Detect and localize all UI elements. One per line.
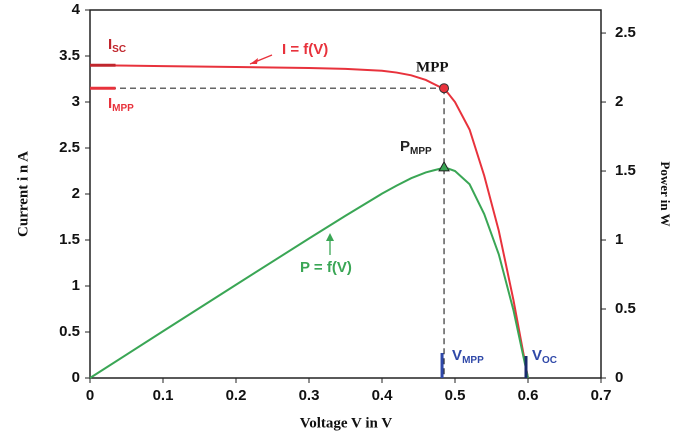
y2-tick-label: 0.5 — [615, 300, 636, 317]
y-tick-label: 3 — [72, 93, 80, 110]
x-tick-label: 0.1 — [153, 387, 174, 404]
isc-label-sub: SC — [112, 44, 126, 55]
pmpp-label-main: P — [400, 138, 410, 155]
vmpp-label-sub: MPP — [462, 355, 484, 366]
y-tick-label: 1.5 — [59, 231, 80, 248]
y2-tick-label: 1 — [615, 231, 623, 248]
x-tick-label: 0.5 — [445, 387, 466, 404]
series-line — [89, 64, 529, 379]
x-tick-label: 0.6 — [518, 387, 539, 404]
isc-label-main: I — [108, 36, 112, 53]
x-tick-label: 0.3 — [299, 387, 320, 404]
pmpp-marker — [438, 160, 450, 172]
x-tick-label: 0 — [86, 387, 94, 404]
isc-label: ISC — [108, 36, 126, 55]
y2-tick-label: 1.5 — [615, 162, 636, 179]
series-label: P = f(V) — [300, 259, 352, 276]
y-tick-label: 3.5 — [59, 47, 80, 64]
y2-tick-label: 2.5 — [615, 24, 636, 41]
voc-label-main: V — [532, 347, 542, 364]
series-line — [89, 167, 529, 379]
mpp-marker — [439, 83, 450, 94]
mpp-label: MPP — [416, 60, 448, 76]
y-tick-label: 1 — [72, 277, 80, 294]
impp-label: IMPP — [108, 95, 134, 114]
arrow-head — [326, 233, 334, 241]
y2-axis-title: Power in W — [658, 161, 673, 226]
y-tick-label: 4 — [72, 1, 81, 18]
y-tick-label: 2 — [72, 185, 80, 202]
vmpp-label: VMPP — [452, 347, 484, 366]
pmpp-label-sub: MPP — [410, 146, 432, 157]
impp-label-sub: MPP — [112, 103, 134, 114]
y2-tick-label: 2 — [615, 93, 623, 110]
x-tick-label: 0.4 — [372, 387, 394, 404]
voc-label: VOC — [532, 347, 557, 366]
vmpp-label-main: V — [452, 347, 462, 364]
arrow-head — [250, 58, 258, 64]
x-tick-label: 0.2 — [226, 387, 247, 404]
x-tick-label: 0.7 — [591, 387, 612, 404]
y2-tick-label: 0 — [615, 369, 623, 386]
y-tick-label: 0.5 — [59, 323, 80, 340]
x-axis-title: Voltage V in V — [300, 415, 393, 431]
pmpp-label: PMPP — [400, 138, 432, 157]
y-tick-label: 2.5 — [59, 139, 80, 156]
y-tick-label: 0 — [72, 369, 80, 386]
voc-label-sub: OC — [542, 355, 557, 366]
impp-label-main: I — [108, 95, 112, 112]
series-label: I = f(V) — [282, 41, 328, 58]
y-axis-title: Current i n A — [15, 151, 31, 237]
